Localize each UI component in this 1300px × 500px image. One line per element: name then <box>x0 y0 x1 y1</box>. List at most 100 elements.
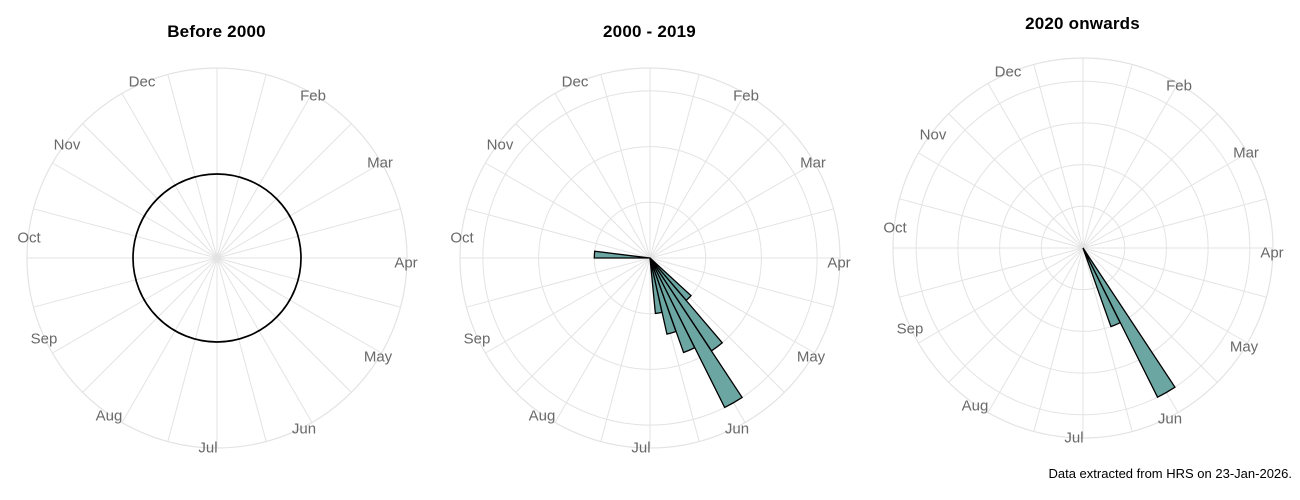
grid-ring <box>1040 205 1126 291</box>
grid-spoke <box>121 93 218 259</box>
grid-spoke <box>167 74 218 259</box>
grid-spoke <box>918 247 1084 344</box>
month-label-dec-panel1: Dec <box>561 73 589 91</box>
uniform-reference-circle <box>132 173 302 343</box>
grid-spoke <box>987 83 1084 249</box>
grid-ring <box>482 90 818 426</box>
grid-spoke <box>121 257 218 423</box>
grid-spoke <box>649 257 834 308</box>
grid-spoke <box>485 162 651 259</box>
month-label-nov-panel2: Nov <box>919 126 947 144</box>
grid-ring <box>957 122 1209 374</box>
month-label-oct-panel0: Oct <box>17 229 41 247</box>
grid-ring <box>999 164 1167 332</box>
rose-wedge-jun <box>1082 247 1176 399</box>
rose-chart-1 <box>459 67 841 449</box>
month-label-jun-panel1: Jun <box>724 420 750 438</box>
rose-wedge-jun <box>649 257 744 409</box>
grid-spoke <box>600 257 651 442</box>
month-label-sep-panel1: Sep <box>463 330 491 348</box>
grid-spoke <box>899 247 1084 298</box>
grid-spoke <box>52 162 218 259</box>
grid-spoke <box>515 123 651 259</box>
grid-spoke <box>554 257 651 423</box>
month-label-nov-panel1: Nov <box>486 136 514 154</box>
rose-wedge-oct <box>593 250 651 259</box>
grid-spoke <box>52 257 218 354</box>
rose-chart-0 <box>26 67 408 449</box>
grid-spoke <box>649 208 834 259</box>
rose-chart-2 <box>892 57 1274 439</box>
month-label-feb-panel1: Feb <box>733 87 759 105</box>
grid-spoke <box>216 257 382 354</box>
grid-spoke <box>1082 64 1133 249</box>
grid-spoke <box>554 93 651 259</box>
month-label-dec-panel2: Dec <box>994 63 1022 81</box>
grid-spoke <box>1082 113 1218 249</box>
month-label-jun-panel2: Jun <box>1157 410 1183 428</box>
grid-spoke <box>515 257 651 393</box>
grid-spoke <box>987 247 1084 413</box>
rose-wedge-early-jun <box>649 257 724 352</box>
month-label-may-panel1: May <box>796 348 826 366</box>
month-label-aug-panel0: Aug <box>95 407 123 425</box>
grid-ring <box>538 146 762 370</box>
grid-spoke <box>948 113 1084 249</box>
panel-title-2020-onwards: 2020 onwards <box>1025 14 1140 33</box>
month-label-feb-panel0: Feb <box>300 87 326 105</box>
month-label-jul-panel2: Jul <box>1064 429 1084 447</box>
month-label-oct-panel1: Oct <box>450 229 474 247</box>
grid-spoke <box>1033 247 1084 432</box>
month-label-jul-panel0: Jul <box>198 439 218 457</box>
grid-spoke <box>1082 83 1179 249</box>
grid-spoke <box>216 257 313 423</box>
grid-spoke <box>216 257 267 442</box>
grid-spoke <box>1082 198 1267 249</box>
grid-spoke <box>649 93 746 259</box>
grid-spoke <box>649 74 700 259</box>
grid-spoke <box>216 123 352 259</box>
caption-text: Data extracted from HRS on 23-Jan-2026. <box>1048 466 1292 481</box>
grid-spoke <box>216 162 382 259</box>
grid-spoke <box>82 257 218 393</box>
rose-wedge-late-may <box>649 257 692 302</box>
month-label-oct-panel2: Oct <box>883 219 907 237</box>
month-label-feb-panel2: Feb <box>1166 77 1192 95</box>
grid-spoke <box>216 93 313 259</box>
grid-spoke <box>1082 247 1133 432</box>
month-label-jun-panel0: Jun <box>291 420 317 438</box>
grid-spoke <box>649 257 815 354</box>
outer-grid-ring <box>892 57 1274 439</box>
grid-spoke <box>1082 247 1248 344</box>
month-label-mar-panel2: Mar <box>1233 144 1259 162</box>
month-label-may-panel2: May <box>1229 338 1259 356</box>
grid-spoke <box>216 74 267 259</box>
grid-spoke <box>216 208 401 259</box>
month-label-jul-panel1: Jul <box>631 439 651 457</box>
grid-spoke <box>216 257 352 393</box>
month-label-aug-panel1: Aug <box>528 407 556 425</box>
month-label-mar-panel0: Mar <box>367 154 393 172</box>
grid-spoke <box>1033 64 1084 249</box>
grid-spoke <box>466 257 651 308</box>
grid-spoke <box>216 257 401 308</box>
panel-title-before-2000: Before 2000 <box>167 22 266 41</box>
month-label-apr-panel1: Apr <box>827 254 851 272</box>
grid-spoke <box>1082 247 1218 383</box>
panel-title-2000-2019: 2000 - 2019 <box>603 22 696 41</box>
grid-spoke <box>1082 152 1248 249</box>
grid-spoke <box>948 247 1084 383</box>
month-label-apr-panel0: Apr <box>394 254 418 272</box>
month-label-may-panel0: May <box>363 348 393 366</box>
grid-spoke <box>600 74 651 259</box>
grid-spoke <box>33 208 218 259</box>
grid-spoke <box>485 257 651 354</box>
month-label-mar-panel1: Mar <box>800 154 826 172</box>
grid-spoke <box>899 198 1084 249</box>
grid-spoke <box>649 162 815 259</box>
month-label-dec-panel0: Dec <box>128 73 156 91</box>
grid-spoke <box>918 152 1084 249</box>
month-label-apr-panel2: Apr <box>1260 244 1284 262</box>
month-label-sep-panel0: Sep <box>30 330 58 348</box>
